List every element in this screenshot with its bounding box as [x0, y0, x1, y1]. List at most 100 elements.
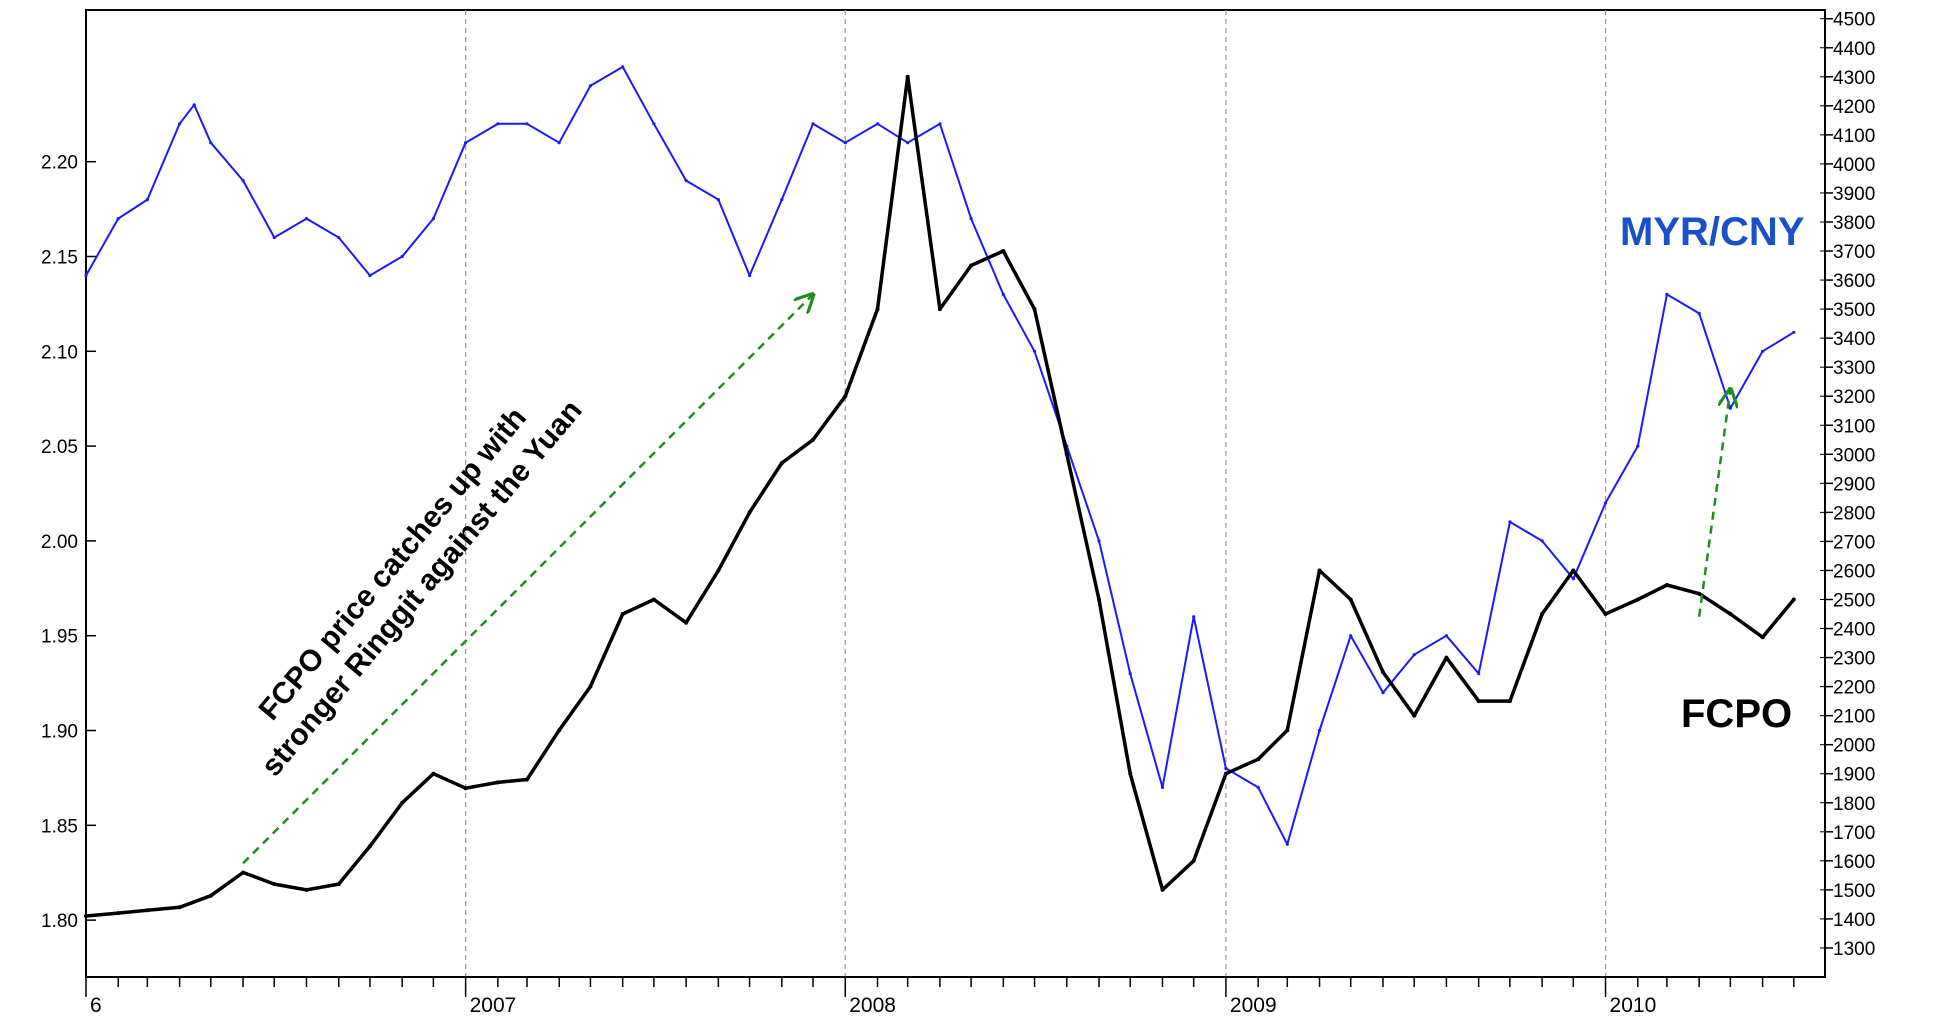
data-point — [145, 198, 149, 202]
data-point — [1317, 728, 1322, 733]
x-tick-label: 2007 — [470, 994, 517, 1017]
right-tick-label: 3400 — [1833, 329, 1875, 350]
right-tick-label: 3300 — [1833, 358, 1875, 379]
data-point — [178, 122, 182, 126]
data-point — [620, 612, 625, 616]
data-point — [843, 394, 848, 399]
data-point — [304, 217, 309, 221]
data-point — [1192, 615, 1196, 619]
data-point — [588, 84, 593, 88]
data-point — [336, 882, 341, 887]
data-point — [241, 179, 245, 183]
data-point — [116, 217, 120, 221]
x-axis-strip — [0, 985, 1941, 1021]
x-tick-label: 2009 — [1230, 994, 1277, 1017]
data-point — [1603, 612, 1608, 616]
left-tick-label: 1.95 — [41, 627, 78, 648]
data-point — [368, 273, 372, 278]
data-point — [1508, 520, 1512, 524]
right-tick-label: 2500 — [1833, 590, 1875, 611]
data-point — [1001, 249, 1006, 253]
data-point — [969, 217, 973, 221]
data-point — [1477, 672, 1481, 676]
data-point — [1635, 597, 1640, 602]
data-point — [1381, 691, 1385, 695]
right-tick-label: 3500 — [1833, 300, 1875, 321]
data-point — [684, 620, 689, 625]
right-tick-label: 1400 — [1833, 910, 1875, 931]
data-point — [400, 254, 404, 259]
right-tick-label: 1500 — [1833, 881, 1875, 902]
x-tick-label: 6 — [90, 994, 102, 1017]
right-tick-label: 2300 — [1833, 649, 1875, 670]
data-point — [1001, 292, 1005, 296]
data-point — [1097, 597, 1101, 602]
data-point — [1032, 349, 1037, 353]
data-point — [84, 914, 88, 918]
data-point — [1256, 785, 1260, 790]
left-axis: 1.80 1.85 1.90 1.95 2.00 2.05 2.10 2.15 2.20 — [41, 153, 96, 932]
data-point — [1349, 634, 1353, 638]
data-point — [177, 905, 182, 910]
data-point — [1317, 568, 1322, 573]
data-point — [748, 273, 752, 278]
data-point — [1636, 444, 1640, 448]
data-point — [875, 307, 880, 312]
data-point — [811, 437, 815, 442]
data-point — [304, 887, 309, 892]
data-point — [1444, 634, 1448, 638]
right-tick-label: 1900 — [1833, 765, 1875, 786]
right-tick-label: 3200 — [1833, 387, 1875, 408]
right-tick-label: 2800 — [1833, 503, 1875, 524]
right-tick-label: 3700 — [1833, 242, 1875, 263]
left-tick-label: 2.10 — [41, 342, 78, 363]
data-point — [464, 141, 468, 145]
right-tick-label: 4300 — [1833, 68, 1875, 89]
data-point — [1128, 771, 1133, 776]
data-point — [1381, 670, 1385, 675]
data-point — [779, 461, 784, 465]
data-point — [116, 911, 121, 916]
right-tick-label: 3900 — [1833, 184, 1875, 205]
data-point — [1097, 539, 1101, 543]
data-point — [1191, 858, 1196, 863]
series-layer — [84, 65, 1796, 918]
series-fcpo — [84, 74, 1796, 918]
right-axis: 1300 1400 1500 1600 1700 1800 1900 2000 2100 2200… — [1820, 10, 1875, 960]
data-point — [1348, 597, 1353, 602]
data-point — [241, 870, 246, 875]
x-axis: 6 2007 2008 2009 2010 — [0, 976, 1941, 1021]
data-point — [525, 777, 529, 782]
data-point — [463, 786, 468, 791]
data-point — [1128, 672, 1132, 676]
data-point — [1697, 311, 1701, 315]
data-point — [652, 122, 656, 126]
x-tick-label: 2010 — [1610, 994, 1657, 1017]
data-point — [1665, 292, 1669, 296]
data-point — [651, 597, 656, 602]
right-tick-label: 3800 — [1833, 213, 1875, 234]
data-point — [1603, 501, 1608, 505]
data-point — [906, 141, 910, 145]
data-point — [145, 908, 150, 913]
grid-lines — [465, 10, 1607, 977]
data-point — [1285, 842, 1289, 846]
data-point — [192, 103, 196, 107]
data-point — [747, 510, 752, 515]
data-point — [400, 800, 405, 805]
right-tick-label: 2200 — [1833, 678, 1875, 699]
series-myr-cny — [84, 65, 1796, 846]
data-point — [272, 882, 277, 887]
right-tick-label: 2700 — [1833, 532, 1875, 553]
right-tick-label: 4000 — [1833, 155, 1875, 176]
left-tick-label: 2.15 — [41, 247, 78, 268]
data-point — [1032, 307, 1037, 312]
data-point — [1728, 406, 1732, 410]
data-point — [1412, 653, 1416, 657]
right-tick-label: 4400 — [1833, 39, 1875, 60]
data-point — [1224, 766, 1228, 771]
data-point — [525, 122, 529, 126]
plot-frame — [85, 9, 1826, 978]
data-point — [621, 65, 625, 69]
